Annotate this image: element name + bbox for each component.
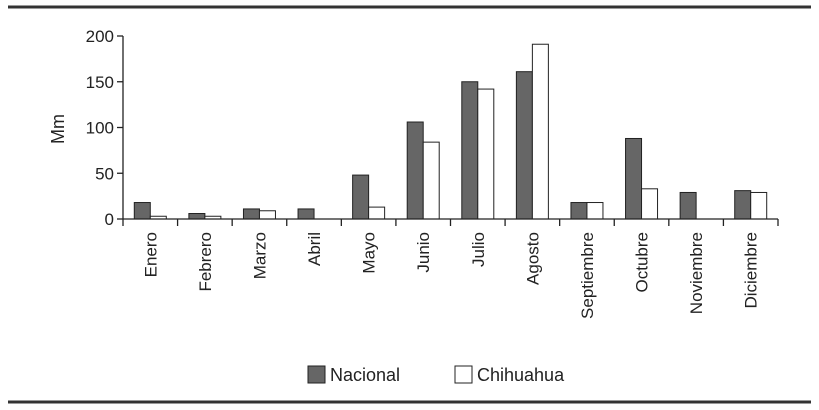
bar-nacional-noviembre — [679, 191, 697, 220]
category-label-diciembre: Diciembre — [742, 232, 761, 309]
category-label-abril: Abril — [305, 232, 324, 266]
bar-nacional-octubre — [625, 137, 643, 220]
category-label-agosto: Agosto — [523, 232, 542, 285]
bar-nacional-agosto — [515, 71, 533, 220]
category-label-julio: Julio — [469, 232, 488, 267]
bar-nacional-junio — [406, 121, 424, 220]
bar-chihuahua-junio — [422, 141, 440, 220]
bar-chihuahua-agosto — [531, 43, 549, 220]
y-tick-label: 200 — [86, 27, 114, 46]
bar-chihuahua-marzo — [258, 210, 276, 220]
y-tick-label: 100 — [86, 119, 114, 138]
category-label-marzo: Marzo — [250, 232, 269, 279]
category-label-junio: Junio — [414, 232, 433, 273]
bar-nacional-abril — [297, 208, 315, 220]
legend-swatch-chihuahua — [454, 365, 473, 384]
bar-nacional-enero — [133, 202, 151, 220]
bar-nacional-julio — [461, 81, 479, 220]
category-label-mayo: Mayo — [360, 232, 379, 274]
legend-label-chihuahua: Chihuahua — [477, 365, 565, 385]
bar-chihuahua-mayo — [368, 206, 386, 220]
y-tick-label: 0 — [105, 210, 114, 229]
legend-label-nacional: Nacional — [330, 365, 400, 385]
bar-nacional-septiembre — [570, 202, 588, 220]
y-tick-label: 150 — [86, 73, 114, 92]
plot-area: 0 50 100 150 200 Enero Febrero Marzo Abril Mayo Ju… — [86, 27, 779, 319]
bar-chihuahua-octubre — [641, 188, 659, 220]
bar-nacional-marzo — [242, 208, 260, 220]
category-label-febrero: Febrero — [196, 232, 215, 292]
category-label-enero: Enero — [141, 232, 160, 277]
y-axis-title: Mm — [48, 114, 68, 144]
bar-chihuahua-diciembre — [750, 191, 768, 220]
y-tick-label: 50 — [95, 164, 114, 183]
bar-nacional-diciembre — [734, 190, 752, 220]
category-label-noviembre: Noviembre — [687, 232, 706, 314]
category-label-septiembre: Septiembre — [578, 232, 597, 319]
category-label-octubre: Octubre — [633, 232, 652, 292]
legend-swatch-nacional — [307, 365, 326, 384]
bar-chihuahua-septiembre — [586, 202, 604, 220]
legend: Nacional Chihuahua — [307, 365, 565, 385]
bar-nacional-mayo — [352, 174, 370, 220]
bar-nacional-febrero — [188, 213, 206, 220]
bar-chihuahua-julio — [477, 88, 495, 220]
